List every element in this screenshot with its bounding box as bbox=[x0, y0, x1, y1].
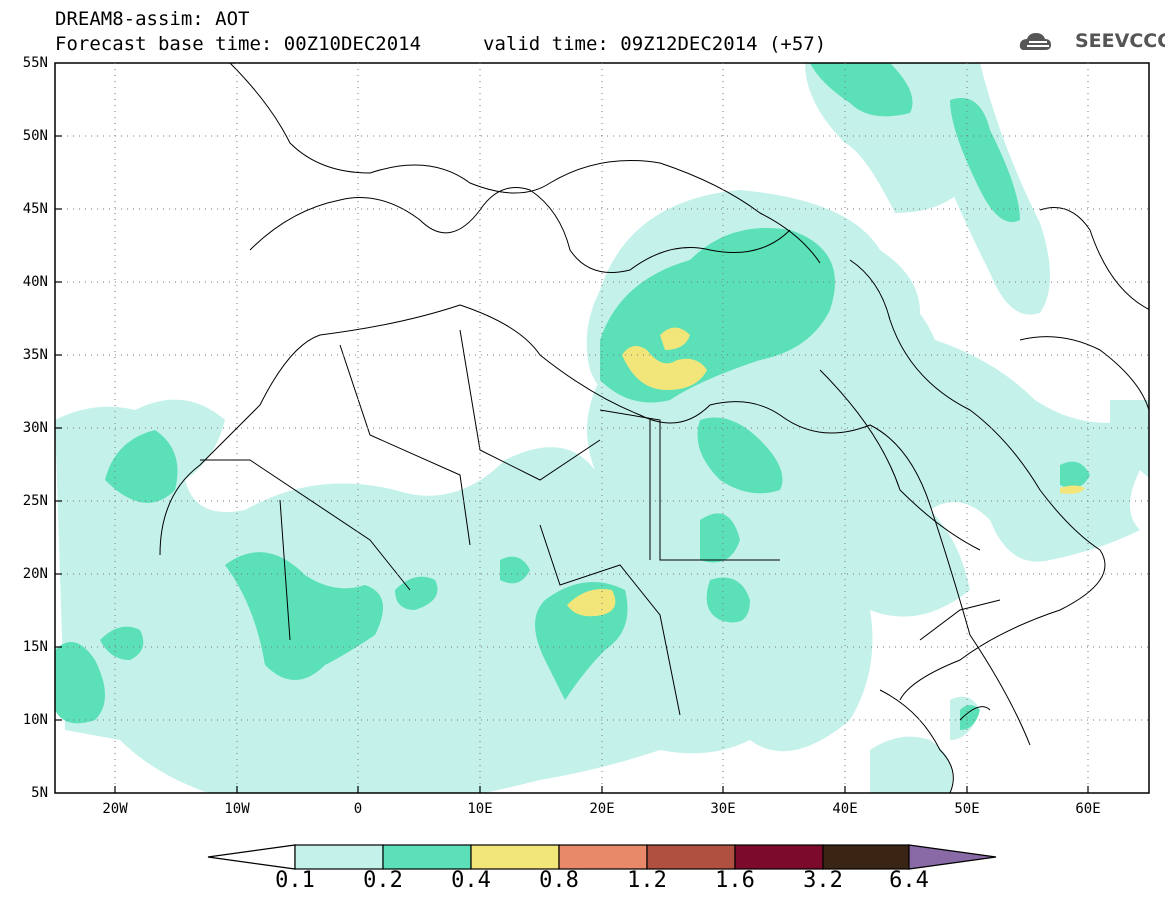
colorbar-label: 1.6 bbox=[715, 868, 755, 893]
lat-label: 45N bbox=[22, 201, 48, 217]
lat-label: 10N bbox=[22, 712, 48, 728]
colorbar-swatch bbox=[734, 844, 824, 870]
lon-label: 60E bbox=[1075, 801, 1101, 817]
colorbar-under bbox=[207, 844, 296, 870]
axis-ticks bbox=[55, 135, 1089, 793]
lat-label: 30N bbox=[22, 420, 48, 436]
country-borders bbox=[159, 63, 1149, 793]
colorbar-label: 6.4 bbox=[889, 868, 929, 893]
grid-lines bbox=[55, 63, 1149, 793]
lat-label: 35N bbox=[22, 347, 48, 363]
lat-label: 5N bbox=[31, 785, 48, 801]
lon-label: 50E bbox=[954, 801, 980, 817]
aot-contours bbox=[55, 63, 1149, 793]
colorbar-swatch bbox=[558, 844, 648, 870]
lat-label: 50N bbox=[22, 128, 48, 144]
colorbar-label: 3.2 bbox=[803, 868, 843, 893]
lon-label: 10E bbox=[467, 801, 493, 817]
lon-label: 10W bbox=[224, 801, 250, 817]
colorbar-label: 0.2 bbox=[363, 868, 403, 893]
lat-label: 40N bbox=[22, 274, 48, 290]
colorbar-label: 0.4 bbox=[451, 868, 491, 893]
valid-time: valid time: 09Z12DEC2014 (+57) bbox=[483, 33, 827, 55]
lat-label: 15N bbox=[22, 639, 48, 655]
colorbar-label: 1.2 bbox=[627, 868, 667, 893]
forecast-base-time: Forecast base time: 00Z10DEC2014 bbox=[55, 33, 422, 55]
logo-text: SEEVCCC bbox=[1075, 30, 1165, 52]
cloud-icon bbox=[1019, 33, 1051, 50]
lat-label: 20N bbox=[22, 566, 48, 582]
colorbar-swatch bbox=[470, 844, 560, 870]
colorbar-swatch bbox=[382, 844, 472, 870]
colorbar-label: 0.8 bbox=[539, 868, 579, 893]
lon-label: 0 bbox=[353, 801, 363, 817]
colorbar-label: 0.1 bbox=[275, 868, 315, 893]
lon-label: 40E bbox=[832, 801, 858, 817]
map-title: DREAM8-assim: AOT bbox=[55, 8, 250, 30]
colorbar-swatch bbox=[646, 844, 736, 870]
lat-label: 55N bbox=[22, 55, 48, 71]
colorbar-swatch bbox=[294, 844, 384, 870]
lat-label: 25N bbox=[22, 493, 48, 509]
colorbar-over bbox=[908, 844, 997, 870]
colorbar-swatch bbox=[822, 844, 910, 870]
lon-label: 20W bbox=[102, 801, 128, 817]
lon-label: 30E bbox=[710, 801, 736, 817]
lon-label: 20E bbox=[589, 801, 615, 817]
